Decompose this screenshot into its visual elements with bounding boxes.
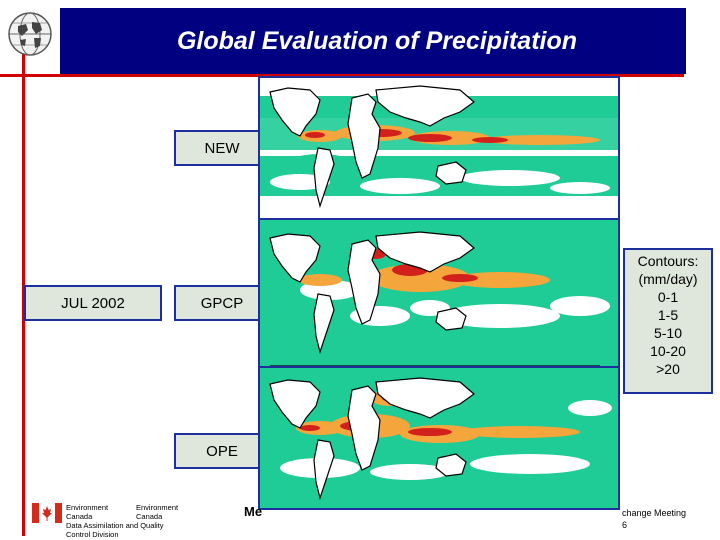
slide-title: Global Evaluation of Precipitation <box>176 26 578 55</box>
legend-range-2: 1-5 <box>657 307 679 323</box>
footer-org-fr-line2: Canada <box>136 512 163 521</box>
footer-division-line1: Data Assimilation and Quality <box>66 521 164 530</box>
panel-label-gpcp-text: GPCP <box>200 294 244 312</box>
panel-label-new-text: NEW <box>204 139 240 157</box>
precip-map-new <box>258 76 620 220</box>
footer-org-en-line2: Canada <box>66 512 93 521</box>
legend-range-1: 0-1 <box>657 289 679 305</box>
month-label-box: JUL 2002 <box>24 285 162 321</box>
footer-division: Data Assimilation and Quality Control Di… <box>66 521 164 539</box>
legend-range-5: >20 <box>656 361 680 377</box>
precip-map-gpcp <box>258 218 620 370</box>
title-bar: Global Evaluation of Precipitation <box>60 8 686 74</box>
footer-right-fragment: change Meeting <box>622 508 687 518</box>
footer-page-fragment: 6 <box>622 520 628 530</box>
footer-meeting-fragment: Me <box>244 504 263 519</box>
legend-units: (mm/day) <box>638 271 698 287</box>
footer-org-en-line1: Environment <box>66 503 109 512</box>
precip-map-ope <box>258 366 620 510</box>
footer-org-fr: Environment Canada <box>136 503 178 521</box>
accent-line-horizontal <box>0 74 684 77</box>
footer-org-en: Environment Canada <box>66 503 108 521</box>
accent-line-vertical <box>22 40 25 536</box>
canada-flag-icon <box>32 503 62 523</box>
legend-title: Contours: <box>637 253 699 269</box>
panel-label-ope: OPE <box>174 433 270 469</box>
panel-label-gpcp: GPCP <box>174 285 270 321</box>
panel-label-new: NEW <box>174 130 270 166</box>
footer-division-line2: Control Division <box>66 530 119 539</box>
contour-legend: Contours: (mm/day) 0-1 1-5 5-10 10-20 >2… <box>623 248 713 394</box>
month-label-text: JUL 2002 <box>61 294 125 312</box>
globe-logo-icon <box>8 12 52 56</box>
legend-range-4: 10-20 <box>650 343 686 359</box>
footer-org-fr-line1: Environment <box>136 503 179 512</box>
legend-range-3: 5-10 <box>653 325 683 341</box>
panel-label-ope-text: OPE <box>206 442 238 460</box>
